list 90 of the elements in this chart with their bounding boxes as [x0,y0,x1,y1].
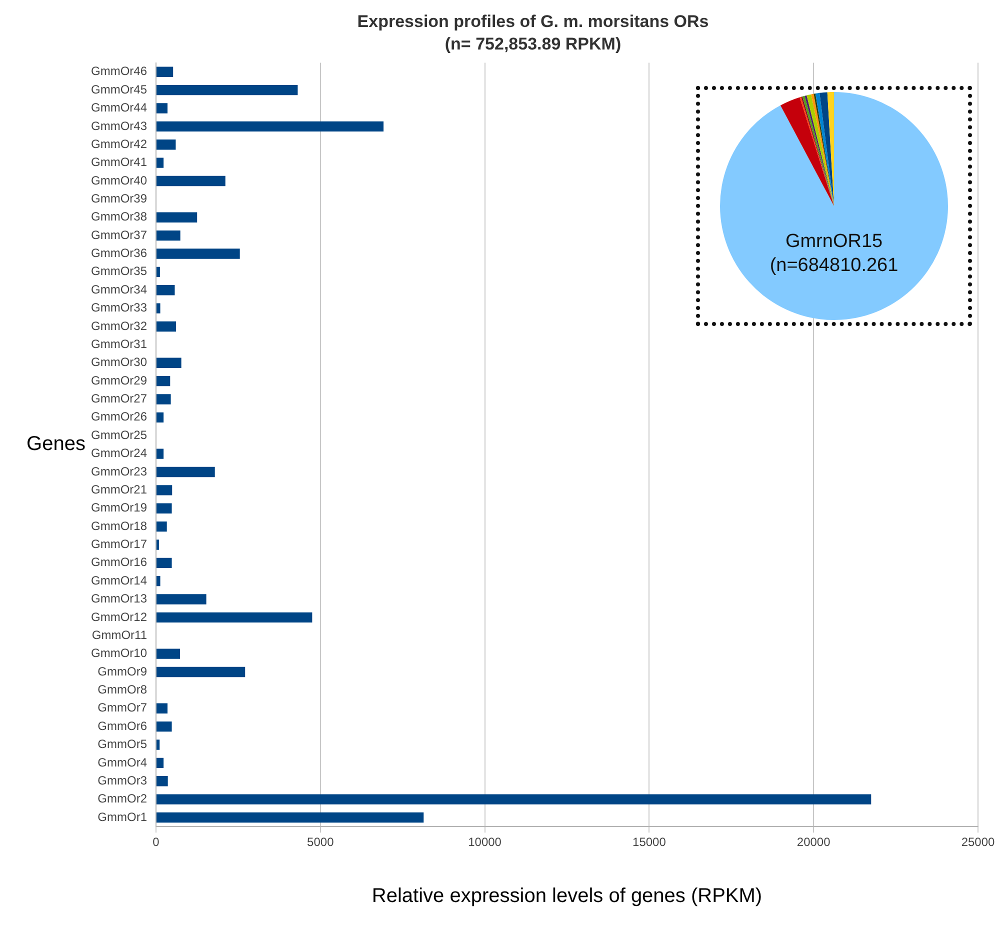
bar [156,358,182,368]
y-tick-label: GmmOr43 [90,118,148,133]
chart-subtitle: (n= 752,853.89 RPKM) [444,34,622,54]
bar [156,758,164,768]
y-tick-label: GmmOr3 [98,773,148,788]
bar [156,448,164,459]
y-tick-label: GmmOr14 [90,573,148,588]
y-tick-label: GmmOr1 [98,810,148,824]
y-tick-label: GmmOr5 [98,737,148,752]
bar [156,103,168,114]
bar [156,612,312,623]
bar [156,485,172,496]
bar [156,84,298,96]
bar [156,721,172,732]
y-tick-label: GmmOr27 [90,392,148,406]
bar [156,466,215,478]
y-tick-label: GmmOr42 [90,136,148,151]
y-tick-label: GmmOr31 [90,336,148,351]
bar [156,703,168,714]
chart-title: Expression profiles of G. m. morsitans ORs [357,12,709,31]
x-tick-label: 20000 [796,835,831,850]
bar [156,376,170,386]
y-tick-label: GmmOr13 [90,592,148,606]
bar [156,140,176,150]
y-tick-label: GmmOr35 [90,264,148,278]
x-tick-label: 5000 [307,835,334,850]
bar [156,812,424,823]
y-tick-label: GmmOr33 [90,300,148,315]
bar [156,285,175,296]
slice-label: GmrnOR15 [785,231,883,252]
y-tick-label: GmmOr26 [90,410,148,424]
x-tick-label: 10000 [468,835,502,850]
bar [156,666,246,678]
bar [156,66,174,77]
x-axis-title: Relative expression levels of genes (RPKM) [372,885,762,908]
y-tick-label: GmmOr24 [90,446,148,460]
y-tick-label: GmmOr36 [90,246,148,260]
bar [156,394,171,404]
bar [156,558,172,568]
bar [156,212,198,222]
y-tick-label: GmmOr9 [98,664,148,678]
y-tick-label: GmmOr19 [90,500,148,515]
y-tick-label: GmmOr45 [90,82,148,96]
y-tick-label: GmmOr39 [90,192,148,206]
y-tick-label: GmmOr11 [92,628,148,642]
x-tick-label: 15000 [632,835,666,850]
bar [156,121,384,132]
x-tick-label: 25000 [961,835,996,850]
bar [156,230,180,241]
y-tick-label: GmmOr21 [90,482,148,496]
y-tick-label: GmmOr17 [90,537,148,552]
y-tick-label: GmmOr46 [90,64,148,78]
bar [156,794,872,804]
bar [156,776,168,786]
bar [156,740,160,750]
y-axis-title: Genes [26,433,86,456]
x-tick-label: 0 [152,835,160,850]
bar [156,503,172,514]
y-tick-label: GmmOr29 [90,373,148,388]
bar [156,303,160,314]
y-tick-label: GmmOr41 [90,155,148,170]
bar [156,158,164,168]
bar [156,594,206,604]
y-tick-label: GmmOr16 [90,555,148,570]
data-label: (n=684810.261 [770,255,898,276]
bar [156,266,160,278]
bar [156,176,226,186]
bar [156,576,160,586]
y-tick-label: GmmOr37 [90,228,148,242]
y-tick-label: GmmOr34 [90,282,148,296]
y-tick-label: GmmOr23 [90,464,148,478]
y-tick-label: GmmOr4 [98,755,148,770]
bar [156,412,164,423]
bar [156,248,240,259]
y-tick-label: GmmOr44 [90,100,148,115]
y-tick-label: GmmOr25 [90,428,148,442]
y-tick-label: GmmOr6 [98,718,148,733]
y-tick-label: GmmOr12 [90,610,148,624]
y-tick-label: GmmOr40 [90,173,148,188]
y-tick-label: GmmOr2 [98,792,148,806]
y-tick-label: GmmOr32 [90,318,148,333]
y-tick-label: GmmOr30 [90,355,148,370]
y-tick-label: GmmOr18 [90,518,148,533]
bar [156,648,180,659]
y-tick-label: GmmOr7 [98,700,148,715]
y-tick-label: GmmOr38 [90,210,148,224]
y-tick-label: GmmOr8 [98,682,148,697]
bar [156,321,176,332]
bar [156,521,167,532]
y-tick-label: GmmOr10 [90,646,148,660]
